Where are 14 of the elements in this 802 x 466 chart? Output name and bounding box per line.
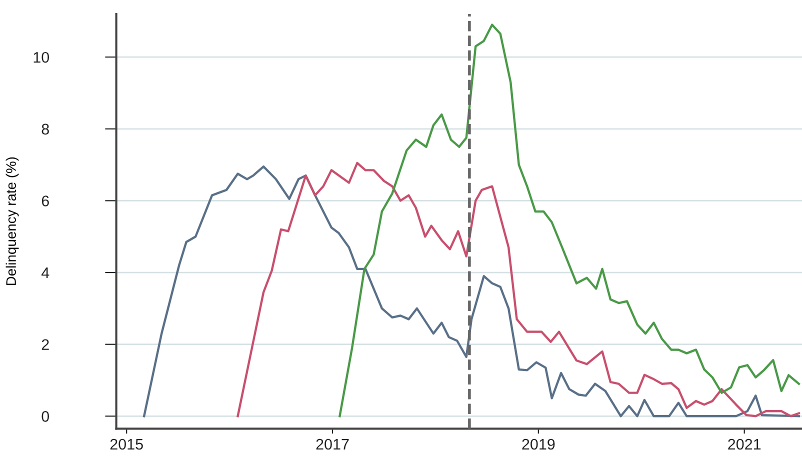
x-tick-label: 2017 (316, 438, 349, 450)
x-tick-label: 2021 (728, 438, 761, 450)
y-axis-title: Delinquency rate (%) (6, 157, 19, 286)
x-tick-label: 2015 (110, 438, 143, 450)
y-tick-label: 4 (41, 268, 50, 278)
x-tick-label: 2019 (522, 438, 555, 450)
y-tick-label: 10 (34, 52, 50, 63)
line-series (338, 24, 800, 418)
line-series (142, 165, 800, 418)
y-tick-label: 2 (42, 339, 49, 350)
y-tick-label: 6 (42, 196, 49, 206)
y-tick-label: 0 (42, 411, 50, 422)
line-series (236, 162, 800, 418)
y-tick-label: 8 (42, 124, 49, 135)
